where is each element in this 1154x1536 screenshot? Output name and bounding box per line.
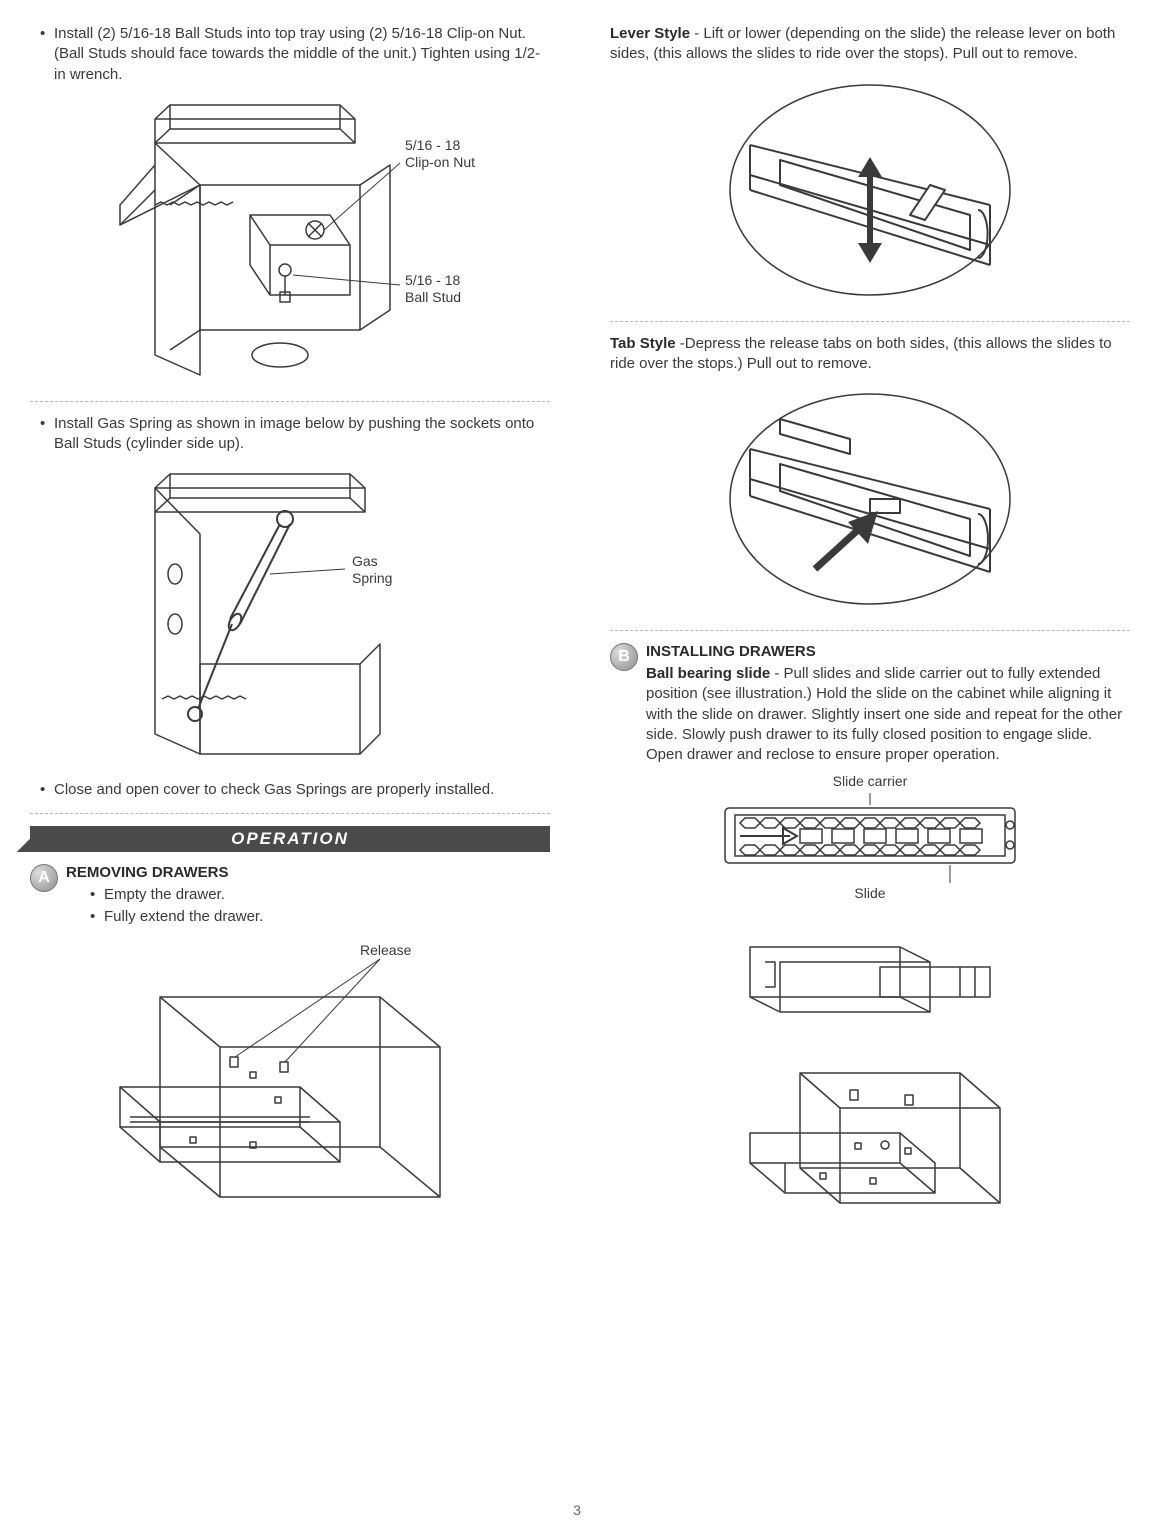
right-column: Lever Style - Lift or lower (depending o…: [610, 20, 1130, 1239]
figure-tab-style: [610, 384, 1130, 614]
label-clip-nut-1: 5/16 - 18: [405, 137, 460, 153]
label-slide: Slide: [854, 885, 885, 901]
step-installing-drawers: B INSTALLING DRAWERS Ball bearing slide …: [610, 643, 1130, 765]
step-title-removing: REMOVING DRAWERS: [66, 864, 550, 881]
figure-drawer-insert: [610, 1053, 1130, 1223]
divider: [610, 630, 1130, 631]
ball-bearing-text: Ball bearing slide - Pull slides and sli…: [646, 664, 1130, 765]
step-badge-a: A: [30, 864, 58, 892]
lever-style-text: Lever Style - Lift or lower (depending o…: [610, 24, 1130, 65]
label-gas-1: Gas: [352, 553, 378, 569]
label-clip-nut-2: Clip-on Nut: [405, 154, 475, 170]
bullet-install-ball-studs: • Install (2) 5/16-18 Ball Studs into to…: [40, 24, 550, 85]
label-release: Release: [360, 942, 412, 958]
figure-slide-side: [610, 917, 1130, 1037]
label-gas-2: Spring: [352, 570, 392, 586]
figure-gas-spring: Gas Spring: [30, 464, 550, 764]
step-removing-drawers: A REMOVING DRAWERS •Empty the drawer. •F…: [30, 864, 550, 930]
label-slide-carrier: Slide carrier: [833, 773, 908, 789]
label-ball-stud-1: 5/16 - 18: [405, 272, 460, 288]
figure-drawer-release: Release: [30, 937, 550, 1217]
sub-bullet-empty: •Empty the drawer.: [90, 885, 550, 905]
figure-slide-carrier: Slide carrier: [610, 773, 1130, 901]
figure-lever-style: [610, 75, 1130, 305]
left-column: • Install (2) 5/16-18 Ball Studs into to…: [30, 20, 550, 1239]
step-badge-b: B: [610, 643, 638, 671]
divider: [30, 813, 550, 814]
sub-bullet-extend: •Fully extend the drawer.: [90, 907, 550, 927]
figure-ball-stud-install: 5/16 - 18 Clip-on Nut 5/16 - 18 Ball Stu…: [30, 95, 550, 385]
step-title-installing: INSTALLING DRAWERS: [646, 643, 1130, 660]
divider: [30, 401, 550, 402]
section-header-operation: OPERATION: [30, 826, 550, 852]
bullet-install-gas-spring: • Install Gas Spring as shown in image b…: [40, 414, 550, 455]
page-number: 3: [0, 1502, 1154, 1518]
tab-style-text: Tab Style -Depress the release tabs on b…: [610, 334, 1130, 375]
divider: [610, 321, 1130, 322]
label-ball-stud-2: Ball Stud: [405, 289, 461, 305]
bullet-check-gas-springs: • Close and open cover to check Gas Spri…: [40, 780, 550, 800]
